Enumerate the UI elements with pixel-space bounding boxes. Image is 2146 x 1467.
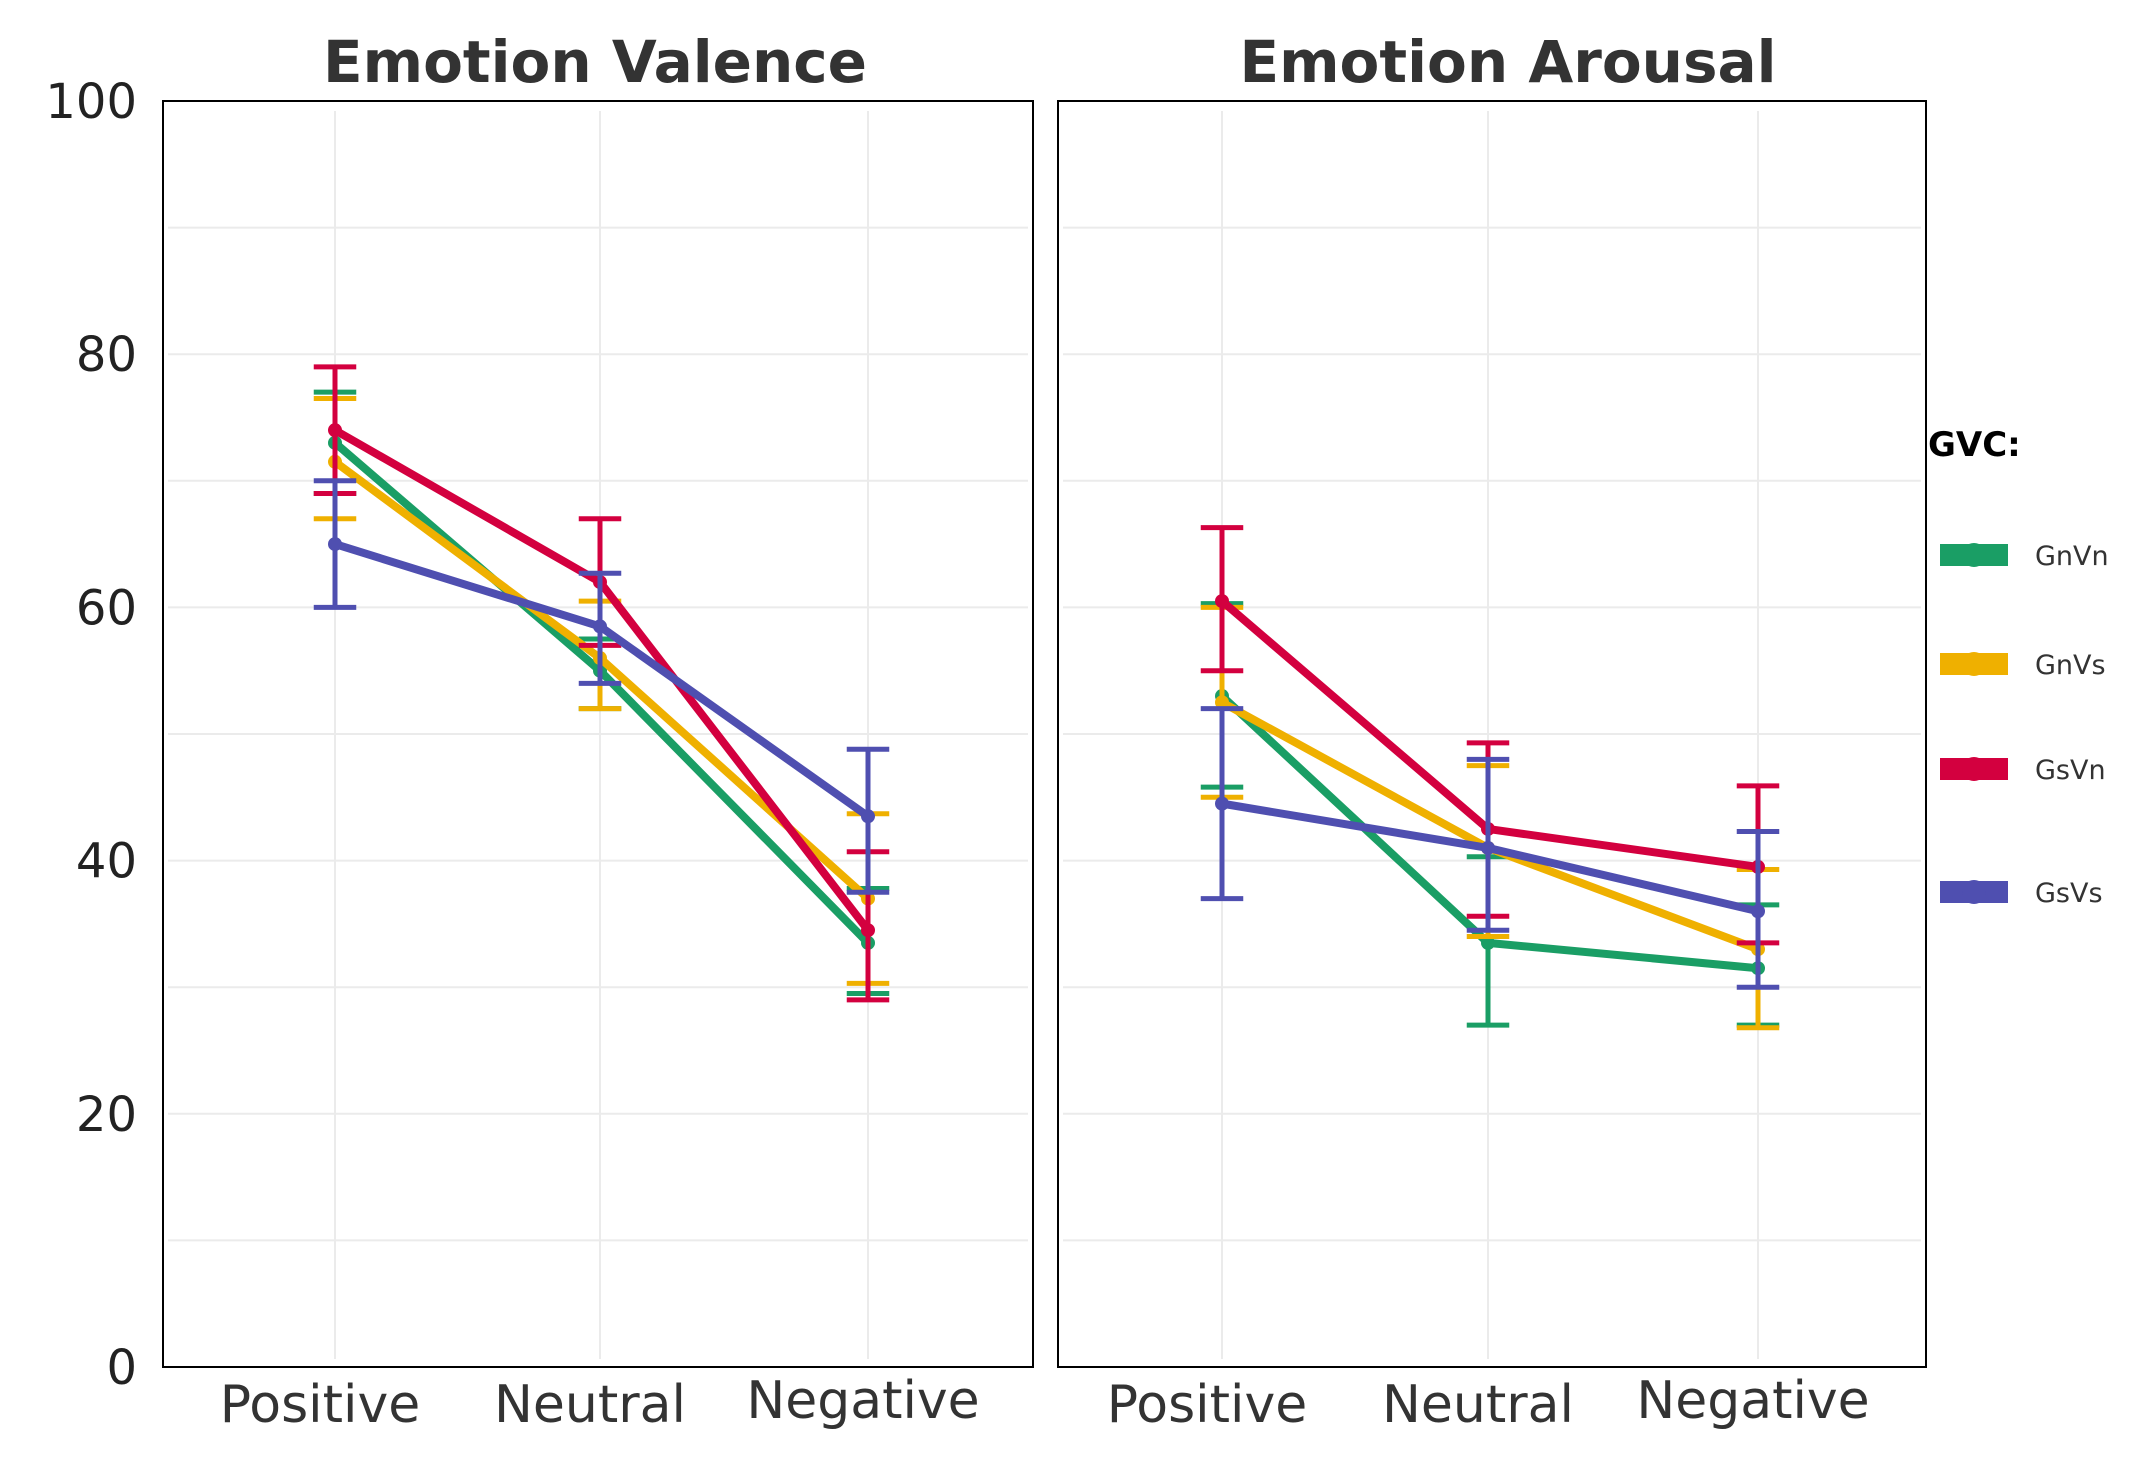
x-tick-label: Negative bbox=[746, 1371, 979, 1431]
data-point bbox=[1751, 904, 1765, 919]
panel-emotion-valence: Emotion Valence 0 20 40 60 80 100 Positive Neutr… bbox=[45, 28, 1034, 1435]
data-point bbox=[1481, 840, 1495, 855]
legend-label: GsVn bbox=[2035, 755, 2106, 786]
chart-title: Emotion Arousal bbox=[1239, 28, 1776, 96]
chart-title: Emotion Valence bbox=[323, 28, 867, 96]
series-gsvs bbox=[313, 478, 890, 895]
y-tick-label: 40 bbox=[76, 834, 137, 890]
panel-border bbox=[162, 100, 1034, 1368]
legend-title: GVC: bbox=[1928, 425, 2021, 465]
series-gnvs bbox=[313, 396, 890, 986]
x-tick-label: Neutral bbox=[494, 1375, 686, 1435]
data-point bbox=[328, 423, 342, 438]
legend-label: GnVs bbox=[2035, 650, 2106, 681]
x-tick-label: Neutral bbox=[1382, 1375, 1574, 1435]
series-gsvs bbox=[1200, 706, 1780, 990]
data-point bbox=[328, 537, 342, 552]
panel-border bbox=[1057, 100, 1927, 1368]
legend-item-gnvs: GnVs bbox=[1940, 650, 2106, 681]
data-point bbox=[1481, 935, 1495, 950]
data-point bbox=[861, 923, 875, 938]
gridlines bbox=[1063, 100, 1921, 1359]
data-point bbox=[593, 619, 607, 634]
y-tick-label: 100 bbox=[45, 74, 137, 130]
data-point bbox=[1215, 796, 1229, 811]
x-tick-label: Positive bbox=[220, 1375, 420, 1435]
x-tick-label: Negative bbox=[1636, 1371, 1869, 1431]
panel-emotion-arousal: Emotion Arousal Positive Neutral Negative bbox=[1057, 28, 1927, 1435]
legend: GVC: GnVn GnVs GsVn GsVs bbox=[1928, 425, 2109, 909]
y-tick-label: 0 bbox=[106, 1340, 137, 1396]
data-point bbox=[1215, 695, 1229, 710]
legend-item-gsvn: GsVn bbox=[1940, 755, 2106, 786]
legend-label: GsVs bbox=[2035, 878, 2103, 909]
y-tick-label: 20 bbox=[76, 1087, 137, 1143]
x-tick-label: Positive bbox=[1107, 1375, 1307, 1435]
legend-item-gnvn: GnVn bbox=[1940, 541, 2109, 572]
data-point bbox=[861, 809, 875, 824]
y-tick-label: 60 bbox=[76, 580, 137, 636]
y-tick-label: 80 bbox=[76, 327, 137, 383]
legend-label: GnVn bbox=[2035, 541, 2109, 572]
legend-item-gsvs: GsVs bbox=[1940, 878, 2103, 909]
data-point bbox=[1215, 594, 1229, 609]
gridlines bbox=[168, 100, 1028, 1359]
